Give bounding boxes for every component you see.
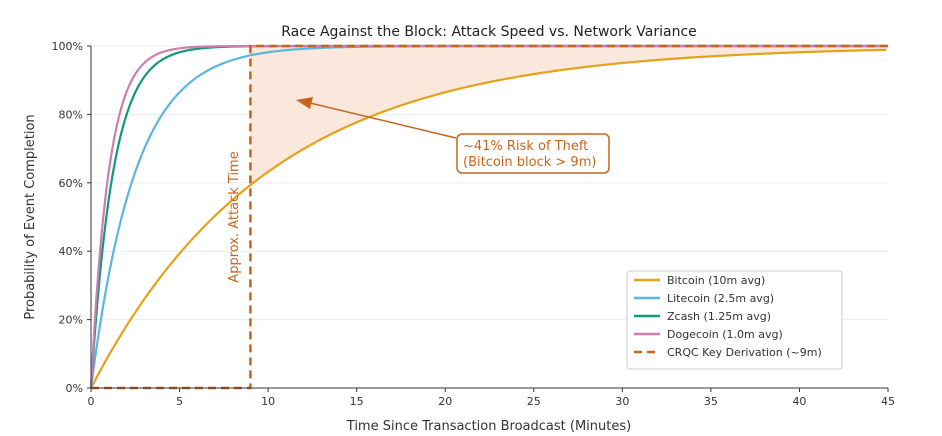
legend-label: Bitcoin (10m avg)	[667, 274, 765, 287]
legend-label: Litecoin (2.5m avg)	[667, 292, 774, 305]
chart-title: Race Against the Block: Attack Speed vs.…	[281, 24, 697, 40]
y-tick-label: 40%	[59, 245, 83, 258]
x-tick-label: 10	[261, 395, 275, 408]
risk-annotation: ~41% Risk of Theft (Bitcoin block > 9m)	[296, 97, 610, 174]
y-tick-label: 20%	[59, 314, 83, 327]
y-tick-label: 0%	[66, 382, 83, 395]
series-line-bitcoin	[90, 48, 887, 389]
annotation-arrow	[309, 102, 457, 139]
x-axis-label: Time Since Transaction Broadcast (Minute…	[346, 419, 631, 434]
x-tick-label: 40	[792, 395, 806, 408]
x-tick-label: 0	[88, 395, 95, 408]
y-tick-label: 80%	[59, 108, 83, 121]
legend-label: Dogecoin (1.0m avg)	[667, 328, 783, 341]
annotation-line2: (Bitcoin block > 9m)	[463, 155, 596, 170]
risk-shaded-region	[250, 46, 888, 186]
x-tick-label: 15	[350, 395, 364, 408]
annotation-box	[456, 133, 610, 174]
attack-time-label: Approx. Attack Time	[227, 151, 242, 282]
legend-label: Zcash (1.25m avg)	[667, 310, 771, 323]
y-tick-label: 100%	[52, 40, 83, 53]
x-tick-label: 25	[527, 395, 541, 408]
legend: Bitcoin (10m avg) Litecoin (2.5m avg) Zcas…	[626, 270, 843, 370]
y-tick-label: 60%	[59, 177, 83, 190]
x-tick-label: 5	[176, 395, 183, 408]
y-axis-label: Probability of Event Completion	[23, 114, 38, 319]
legend-box	[626, 270, 843, 370]
x-tick-label: 45	[881, 395, 895, 408]
x-tick-label: 20	[438, 395, 452, 408]
arrow-head-icon	[296, 97, 313, 109]
x-tick-label: 30	[615, 395, 629, 408]
x-tick-label: 35	[704, 395, 718, 408]
annotation-line1: ~41% Risk of Theft	[463, 139, 588, 154]
legend-label: CRQC Key Derivation (~9m)	[667, 346, 822, 359]
